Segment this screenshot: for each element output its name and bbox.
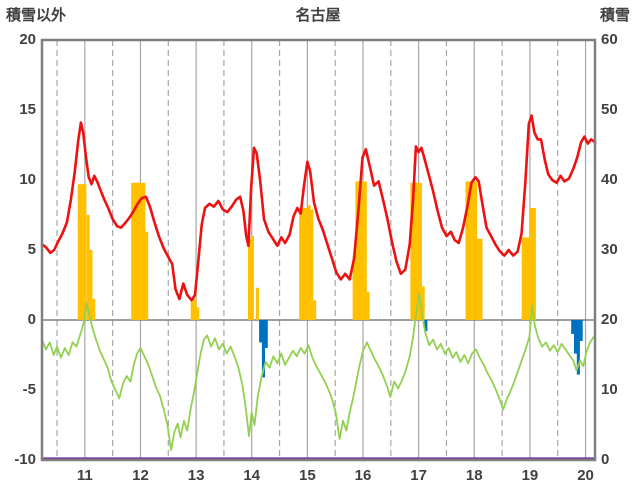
x-axis-tick: 13 <box>187 467 205 484</box>
orange-bars <box>80 184 84 320</box>
left-axis-tick: 20 <box>19 31 36 48</box>
orange-bars <box>521 237 525 320</box>
orange-bars <box>77 184 81 320</box>
right-axis-tick: 60 <box>601 31 618 48</box>
x-axis-tick: 15 <box>299 467 316 484</box>
orange-bars <box>145 231 149 320</box>
orange-bars <box>473 181 477 320</box>
orange-bars <box>360 181 364 320</box>
blue-bars <box>261 320 265 378</box>
orange-bars <box>139 182 143 320</box>
plot-frame <box>40 38 597 462</box>
x-axis-tick: 14 <box>243 467 261 484</box>
orange-bars <box>250 236 254 320</box>
x-axis-tick: 17 <box>410 467 427 484</box>
left-axis-tick: 15 <box>19 101 36 118</box>
right-axis-tick: 30 <box>601 241 618 258</box>
orange-bars <box>307 205 311 320</box>
left-axis-tick: 0 <box>27 311 36 328</box>
blue-bars <box>579 320 583 341</box>
orange-bars <box>92 299 96 320</box>
orange-bars <box>358 181 362 320</box>
left-axis-tick: 10 <box>19 171 36 188</box>
orange-bars <box>416 182 420 320</box>
orange-bars <box>527 237 531 320</box>
right-axis-title: 積雪 <box>599 7 630 24</box>
orange-bars <box>468 181 472 320</box>
orange-bars <box>363 181 367 320</box>
orange-bars <box>355 181 359 320</box>
orange-bars <box>413 182 417 320</box>
right-axis-tick: 10 <box>601 381 618 398</box>
orange-bars <box>410 182 414 320</box>
orange-bars <box>530 208 534 320</box>
blue-bars <box>259 320 263 343</box>
orange-bars <box>89 250 93 320</box>
orange-bars <box>133 182 137 320</box>
x-axis-tick: 20 <box>577 467 594 484</box>
x-axis-tick: 11 <box>76 467 93 484</box>
orange-bars <box>532 208 536 320</box>
x-axis-tick: 16 <box>354 467 372 484</box>
orange-bars <box>142 182 146 320</box>
blue-bars <box>571 320 575 334</box>
orange-bars <box>476 238 480 320</box>
orange-bars <box>465 181 469 320</box>
orange-bars <box>196 307 200 320</box>
orange-bars <box>86 215 90 320</box>
x-axis-tick: 12 <box>132 467 149 484</box>
chart-title: 名古屋 <box>295 7 341 24</box>
right-axis-tick: 20 <box>601 311 618 328</box>
blue-bars <box>574 320 578 354</box>
orange-bars <box>299 208 303 320</box>
orange-bars <box>313 300 317 320</box>
orange-bars <box>352 255 356 320</box>
orange-bars <box>471 181 475 320</box>
orange-bars <box>190 301 194 320</box>
orange-bars <box>310 209 314 320</box>
x-axis-tick: 18 <box>465 467 483 484</box>
orange-bars <box>136 182 140 320</box>
blue-bars <box>576 320 580 375</box>
orange-bars <box>366 292 370 320</box>
red-line <box>40 114 597 302</box>
left-axis-tick: -10 <box>14 451 36 468</box>
x-axis-tick: 19 <box>521 467 539 484</box>
left-axis-tick: -5 <box>22 381 36 398</box>
orange-bars <box>193 299 197 320</box>
right-axis-tick: 50 <box>601 101 618 118</box>
blue-bars <box>264 320 268 348</box>
right-axis-tick: 40 <box>601 171 618 188</box>
orange-bars <box>304 208 308 320</box>
orange-bars <box>418 182 422 320</box>
orange-bars <box>255 287 259 320</box>
orange-bars <box>131 182 135 320</box>
orange-bars <box>83 184 87 320</box>
orange-bars <box>301 208 305 320</box>
left-axis-tick: 5 <box>27 241 36 258</box>
orange-bars <box>421 286 425 320</box>
orange-bars <box>524 237 528 320</box>
green-line <box>41 292 596 452</box>
orange-bars <box>248 238 252 320</box>
orange-bars <box>479 238 483 320</box>
left-axis-title: 積雪以外 <box>6 7 67 24</box>
right-axis-tick: 0 <box>601 451 610 468</box>
blue-bars <box>424 320 428 332</box>
